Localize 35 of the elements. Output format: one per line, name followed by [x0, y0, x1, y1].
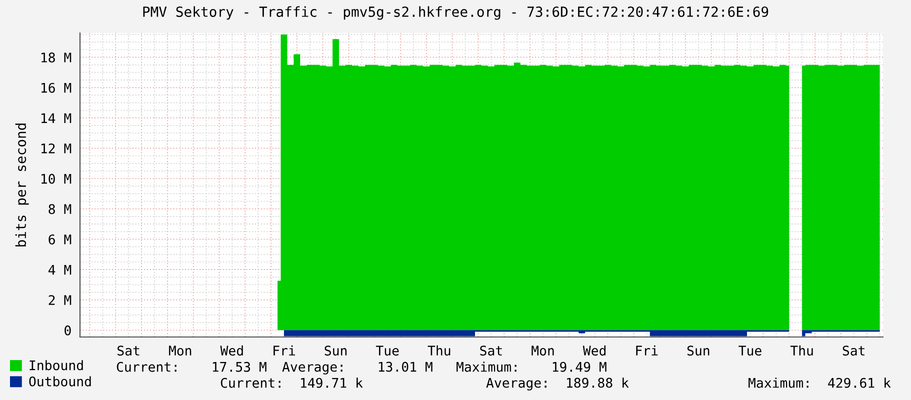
text: Maximum: 19.49 M — [456, 362, 606, 372]
x-tick-label: Sat — [118, 346, 140, 356]
x-tick-label: Mon — [532, 346, 554, 356]
y-axis-title: bits per second — [15, 124, 29, 246]
x-tick-label: Wed — [220, 345, 243, 356]
text: Maximum: 429.61 k — [748, 378, 891, 388]
x-tick-label: Mon — [169, 346, 192, 356]
text: Average: 189.88 k — [486, 378, 629, 390]
x-tick-label: Thu — [790, 345, 813, 356]
y-tick-label: 6 M — [48, 234, 72, 244]
x-tick-label: Wed — [582, 345, 606, 356]
text: Average: 13.01 M — [282, 362, 432, 374]
x-tick-label: Sat — [842, 346, 864, 356]
x-tick-label: Fri — [636, 345, 658, 356]
legend-label: Inbound — [30, 360, 83, 370]
y-tick-label: 4 M — [48, 264, 72, 275]
x-tick-label: Sat — [480, 346, 502, 356]
x-tick-label: Tue — [738, 346, 762, 356]
y-tick-label: 14 M — [41, 113, 72, 123]
x-tick-label: Fri — [274, 345, 295, 356]
y-tick-label: 16 M — [41, 82, 72, 93]
text: Current: 17.53 M — [116, 362, 266, 372]
y-tick-label: 8 M — [48, 204, 72, 214]
x-tick-label: Thu — [428, 345, 450, 356]
y-tick-label: 18 M — [41, 52, 72, 62]
y-tick-label: 12 M — [41, 143, 72, 154]
x-tick-label: Sun — [324, 346, 347, 356]
y-tick-label: 0 — [64, 325, 71, 336]
x-tick-label: Sun — [687, 346, 710, 356]
y-tick-label: 10 M — [41, 174, 72, 184]
text: Current: 149.71 k — [220, 378, 363, 388]
legend-label: Outbound — [29, 376, 91, 386]
chart-title: PMV Sektory - Traffic - pmv5g-s2.hkfree.org - 73:6D:EC:72:20:47:61:72:6E:69 — [143, 6, 768, 20]
y-tick-label: 2 M — [48, 295, 72, 305]
x-tick-label: Tue — [376, 346, 399, 356]
